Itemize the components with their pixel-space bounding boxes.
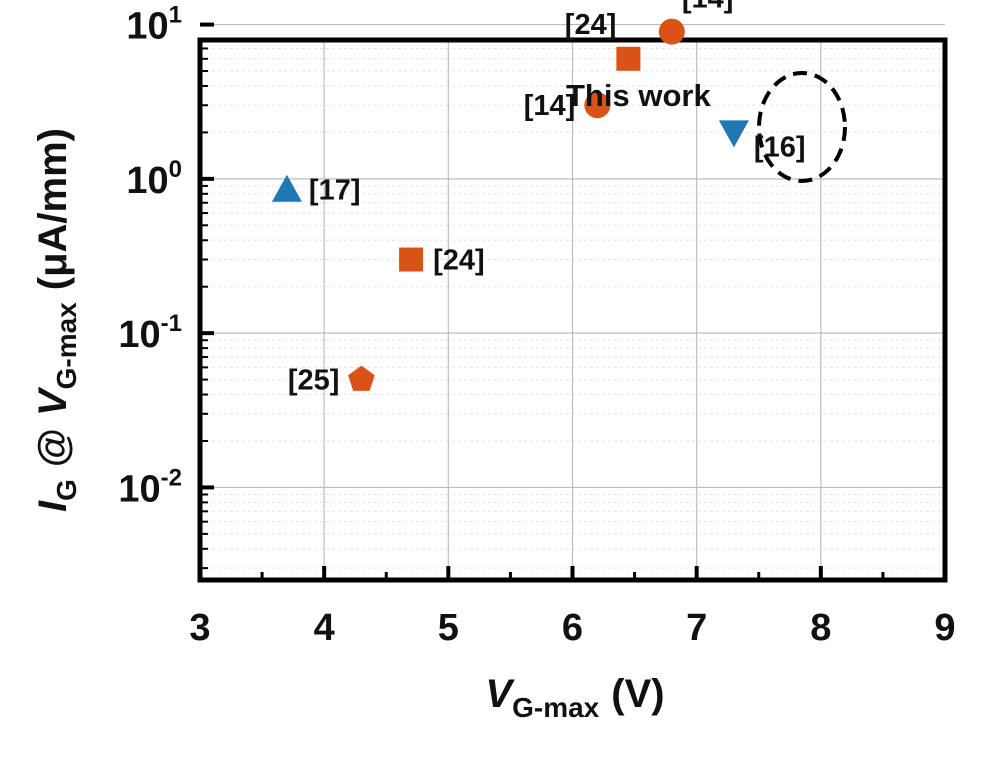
data-point-label: [16] [754, 131, 806, 163]
y-tick-label: 101 [126, 2, 182, 48]
x-tick-label: 8 [810, 607, 831, 649]
y-tick-label: 10-2 [118, 464, 182, 510]
x-tick-label: 5 [438, 607, 459, 649]
x-tick-label: 4 [314, 607, 335, 649]
data-point-label: [24] [433, 245, 485, 277]
data-point-triangle-up [271, 174, 302, 202]
data-markers [271, 18, 749, 391]
data-point-circle [584, 92, 611, 119]
y-axis-title-i-sub: G [51, 479, 82, 501]
x-tick-label: 9 [934, 607, 955, 649]
y-axis-title: IG @ VG-max (μA/mm) [31, 128, 82, 512]
y-tick-labels: 10210110010-110-2 [118, 2, 182, 511]
y-axis-title-v-sub: G-max [51, 302, 82, 390]
x-tick-label: 7 [686, 607, 707, 649]
x-tick-label: 3 [189, 607, 210, 649]
data-point-label: [24] [565, 9, 617, 41]
x-tick-label: 6 [562, 607, 583, 649]
this-work-annotation: This work [566, 78, 711, 113]
data-point-label: [14] [524, 90, 576, 122]
data-point-square [616, 46, 641, 71]
x-axis-title-unit: (V) [611, 672, 664, 716]
y-tick-label: 10-1 [118, 310, 182, 356]
data-point-label: [25] [288, 365, 340, 397]
y-tick-base: 10 [118, 314, 160, 356]
x-tick-labels: 3 4 5 6 7 8 9 [189, 607, 955, 649]
y-tick-exponent: -1 [161, 310, 182, 337]
x-axis-title-sub: G-max [512, 692, 600, 723]
y-tick-exponent: 0 [169, 156, 182, 183]
x-axis-title-main: V [485, 672, 515, 716]
this-work-highlight-ellipse [757, 71, 847, 183]
y-tick-exponent: 1 [169, 2, 182, 29]
y-axis-title-unit: (μA/mm) [31, 128, 75, 290]
y-tick-base: 10 [126, 160, 168, 202]
x-axis-title: VG-max (V) [485, 672, 664, 723]
data-point-square [399, 247, 424, 272]
data-point-pentagon [348, 365, 375, 391]
plot-frame [197, 37, 948, 583]
y-tick-base: 10 [118, 468, 160, 510]
y-tick-exponent: -2 [161, 464, 182, 491]
data-point-triangle-down [718, 120, 749, 148]
data-point-labels: [17] [24] [25] [14] [24] [14] [16] [288, 0, 806, 397]
data-point-label: [14] [682, 0, 734, 15]
y-axis-title-at: @ [31, 428, 75, 467]
y-axis-title-i: I [31, 500, 75, 512]
y-tick-base: 10 [126, 6, 168, 48]
data-point-label: [17] [309, 175, 361, 207]
major-grid [200, 23, 945, 580]
y-axis-title-v: V [31, 386, 75, 416]
data-point-circle [658, 18, 685, 45]
y-tick-label: 100 [126, 156, 182, 202]
